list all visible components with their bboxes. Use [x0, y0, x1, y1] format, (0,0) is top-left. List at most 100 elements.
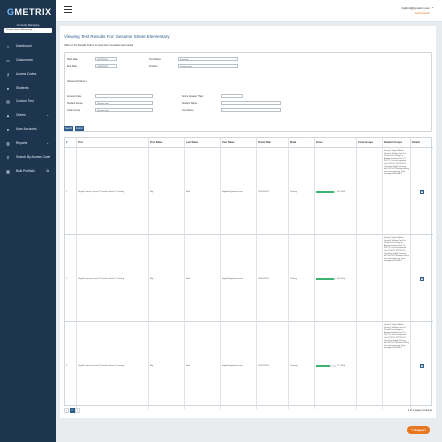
finish-date: 10/25/2022 — [257, 148, 289, 235]
sidebar-item-custom-test[interactable]: ▤ Custom Test — [6, 98, 34, 104]
student-groups: Group 1 Digital Media Group 1 Holiday Te… — [383, 322, 411, 409]
pagination: « 1 » — [64, 408, 81, 413]
test-name-label: Test Name — [182, 109, 194, 112]
column-header[interactable]: # — [65, 138, 77, 148]
user-icon: ● — [6, 126, 10, 132]
test-name: Digital Literacy Level 1 Practice Exam 1… — [77, 235, 149, 322]
sidebar-item-dashboard[interactable]: ⌂ Dashboard — [6, 43, 32, 49]
sidebar-item-bulk-portfolio[interactable]: ▦ Bulk Portfolio ⧉ — [6, 168, 50, 174]
user-email[interactable]: bigbird@gmetrix.com — [401, 6, 430, 10]
student-icon: ● — [6, 85, 10, 91]
column-header[interactable]: Code Groups — [357, 138, 383, 148]
score-cell: 90 (100) — [315, 235, 357, 322]
student-group-select[interactable]: Choose one — [95, 101, 153, 105]
column-header[interactable]: Finish Date — [257, 138, 289, 148]
details-icon[interactable]: ▤ — [420, 363, 424, 368]
sidebar-item-orders[interactable]: ▲ Orders ⌄ — [6, 112, 49, 118]
code-group-label: Code Group — [67, 109, 81, 112]
table-row: 3 Digital Literacy Level 1 Practice Exam… — [65, 322, 433, 409]
column-header[interactable]: Student Groups — [383, 138, 411, 148]
column-header[interactable]: First Name — [149, 138, 185, 148]
score-fill — [316, 190, 334, 193]
chevron-down-icon: ⌄ — [46, 141, 49, 145]
student-name-label: Student Name — [182, 102, 198, 105]
help-icon: ? — [411, 428, 415, 432]
cart-icon: ▲ — [6, 112, 10, 118]
start-date-label: Start Date — [67, 58, 78, 61]
top-bar: bigbird@gmetrix.com ⌄ Administrator — [56, 0, 442, 22]
details-icon[interactable]: ▤ — [420, 276, 424, 281]
column-header[interactable]: Test — [77, 138, 149, 148]
end-date-label: End Date — [67, 65, 77, 68]
column-header[interactable]: User Name — [221, 138, 257, 148]
table-row: 1 Digital Literacy Level 1 Practice Exam… — [65, 148, 433, 235]
sidebar-item-classrooms[interactable]: ▭ Classrooms — [6, 57, 33, 63]
prev-page-button[interactable]: « — [64, 408, 69, 413]
test-status-label: Test Status — [149, 58, 161, 61]
score-greater-input[interactable] — [221, 94, 243, 98]
details-cell: ▤ — [411, 322, 433, 409]
first-name: Big — [149, 148, 185, 235]
product-label: Product — [149, 65, 158, 68]
column-header[interactable]: Score — [315, 138, 357, 148]
mode: Testing — [289, 235, 315, 322]
score-text: 71 (100) — [337, 364, 346, 367]
classroom-icon: ▭ — [6, 57, 10, 63]
custom-test-icon: ▤ — [6, 98, 10, 104]
score-cell: 71 (100) — [315, 322, 357, 409]
sidebar-item-access-codes[interactable]: ⚷ Access Codes — [6, 71, 37, 77]
reports-icon: ▥ — [6, 140, 10, 146]
last-name: Bird — [185, 148, 221, 235]
mode: Testing — [289, 148, 315, 235]
sidebar-item-reports[interactable]: ▥ Reports ⌄ — [6, 140, 49, 146]
test-name-input[interactable] — [221, 108, 281, 112]
sidebar-item-search-by-access-code[interactable]: ⚲ Search By Access Code — [6, 154, 51, 160]
chevron-down-icon[interactable]: ⌄ — [431, 5, 434, 9]
support-button[interactable]: ? Support — [407, 426, 430, 434]
advanced-filters-toggle[interactable]: Advanced Filters ▾ — [67, 80, 87, 83]
filter-panel: Start Date 07/24/2022 End Date 10/28/202… — [64, 52, 432, 132]
column-header[interactable]: Mode — [289, 138, 315, 148]
last-name: Bird — [185, 235, 221, 322]
user-role: Administrator — [414, 12, 430, 15]
score-progress-bar — [316, 364, 336, 367]
product-select[interactable]: Choose one — [178, 64, 238, 68]
sidebar-item-user-accounts[interactable]: ● User Accounts — [6, 126, 37, 132]
results-table: # Test First Name Last Name User Name Fi… — [64, 137, 433, 409]
access-code-input[interactable] — [95, 94, 153, 98]
export-button[interactable]: Export — [75, 126, 84, 131]
score-fill — [316, 364, 331, 367]
finish-date: 10/25/2022 — [257, 235, 289, 322]
test-status-select[interactable]: Finished — [178, 57, 238, 61]
student-name-input[interactable] — [221, 101, 281, 105]
details-icon[interactable]: ▤ — [420, 189, 424, 194]
details-cell: ▤ — [411, 148, 433, 235]
score-cell: 90 (100) — [315, 148, 357, 235]
column-header[interactable]: Last Name — [185, 138, 221, 148]
score-greater-label: Score Greater Than: — [182, 95, 204, 98]
hamburger-menu-icon[interactable] — [64, 6, 72, 13]
row-number: 2 — [65, 235, 77, 322]
start-date-input[interactable]: 07/24/2022 — [95, 57, 117, 61]
score-fill — [316, 277, 334, 280]
test-name: Digital Literacy Level 1 Practice Exam 1… — [77, 322, 149, 409]
page-1-button[interactable]: 1 — [69, 408, 75, 413]
user-name: bigbird@gmetrix.com — [221, 148, 257, 235]
score-progress-bar — [316, 277, 336, 280]
external-link-icon: ⧉ — [46, 169, 50, 173]
sidebar-item-students[interactable]: ● Students — [6, 85, 29, 91]
score-progress-bar — [316, 190, 336, 193]
mode: Training — [289, 322, 315, 409]
details-cell: ▤ — [411, 235, 433, 322]
user-name: bigbird@gmetrix.com — [221, 235, 257, 322]
end-date-input[interactable]: 10/28/2022 — [95, 64, 117, 68]
column-header[interactable]: Details — [411, 138, 433, 148]
managing-select[interactable]: Sesame Street Elementary — [4, 28, 52, 33]
page-info: 1 of 1 pages (3 items) — [407, 409, 432, 412]
test-name: Digital Literacy Level 1 Practice Exam 1… — [77, 148, 149, 235]
search-button[interactable]: Search — [64, 126, 73, 131]
code-group-select[interactable]: Choose one — [95, 108, 153, 112]
app-logo[interactable]: GMETRIX — [7, 7, 52, 17]
score-text: 90 (100) — [337, 190, 346, 193]
next-page-button[interactable]: » — [75, 408, 80, 413]
